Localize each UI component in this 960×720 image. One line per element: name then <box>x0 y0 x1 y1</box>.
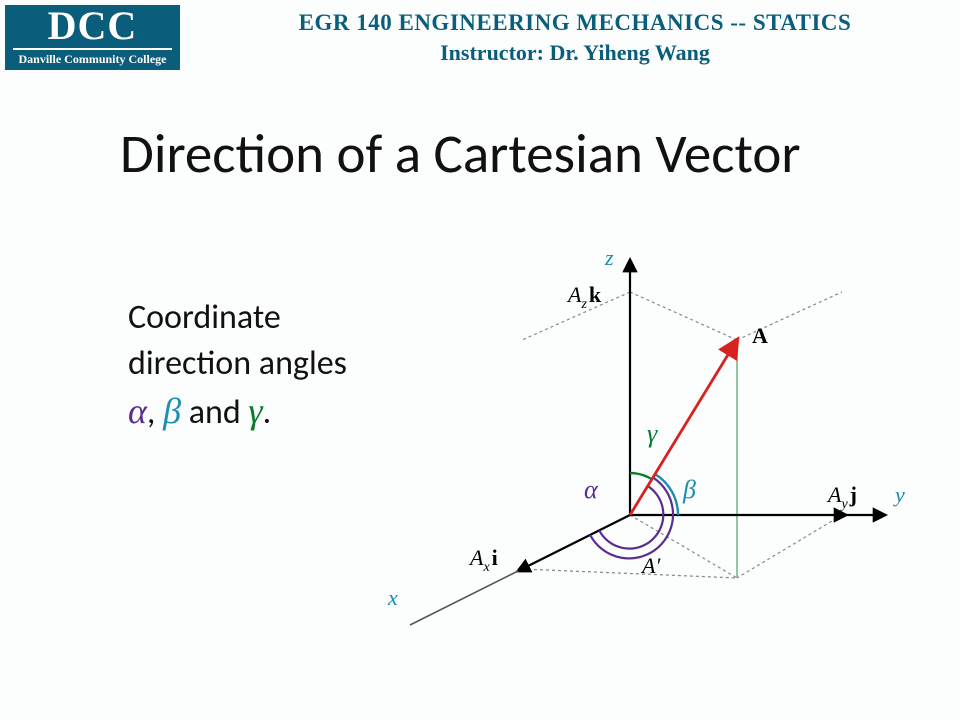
y-axis-label: y <box>893 482 905 507</box>
alpha-arc2 <box>590 478 673 559</box>
svg-text:Ayj: Ayj <box>826 482 857 512</box>
svg-text:Axi: Axi <box>468 545 498 575</box>
axi-label: Axi <box>468 545 498 575</box>
body-line2: direction angles <box>128 343 347 384</box>
course-code-title: EGR 140 ENGINEERING MECHANICS -- STATICS <box>195 10 955 36</box>
x-axis-label: x <box>387 585 398 610</box>
z-axis-label: z <box>604 245 614 270</box>
vector-diagram: z y x A Azk Ayj Axi A′ α β γ <box>380 240 920 640</box>
beta-symbol: β <box>163 391 181 431</box>
instructor-line: Instructor: Dr. Yiheng Wang <box>195 40 955 66</box>
logo-divider <box>13 48 172 50</box>
x-axis-front <box>518 515 630 571</box>
gamma-arc <box>630 473 652 480</box>
gamma-symbol: γ <box>248 391 262 431</box>
slide-title: Direction of a Cartesian Vector <box>120 120 801 187</box>
x-axis-extension <box>410 571 518 625</box>
alpha-arc1 <box>599 486 663 548</box>
gamma-diagram-label: γ <box>647 419 658 448</box>
logo-main-text: DCC <box>5 6 180 46</box>
logo-subtext: Danville Community College <box>5 52 180 67</box>
vector-a-label: A <box>752 323 768 348</box>
college-logo: DCC Danville Community College <box>5 5 180 70</box>
period: . <box>263 392 272 433</box>
sep1: , <box>147 392 163 433</box>
ayj-label: Ayj <box>826 482 857 512</box>
course-header: EGR 140 ENGINEERING MECHANICS -- STATICS… <box>195 10 955 66</box>
sep2: and <box>181 392 248 433</box>
header: DCC Danville Community College EGR 140 E… <box>5 5 955 70</box>
alpha-diagram-label: α <box>584 475 599 504</box>
beta-diagram-label: β <box>682 475 696 504</box>
alpha-symbol: α <box>128 391 147 431</box>
a-prime-label: A′ <box>640 553 661 578</box>
beta-arc <box>655 474 678 515</box>
ground-dashed <box>522 515 842 578</box>
body-line1: Coordinate <box>128 297 281 338</box>
